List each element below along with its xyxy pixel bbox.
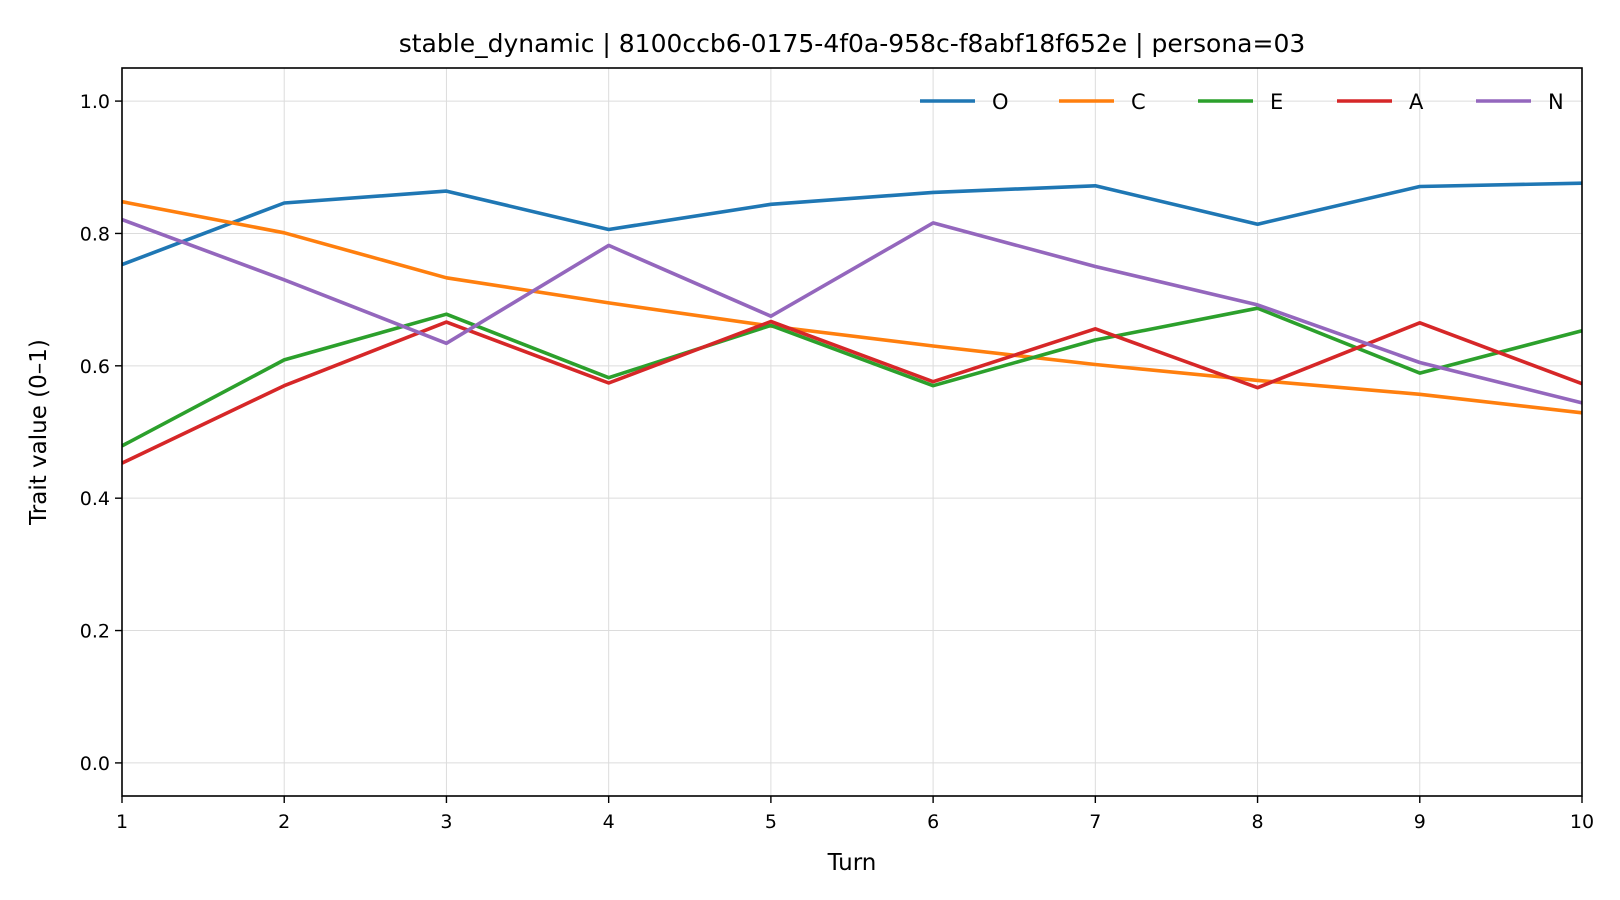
y-tick-label: 1.0 [80, 91, 110, 113]
legend-label-C: C [1131, 90, 1146, 114]
axis-ticks: 1 2 3 4 5 6 7 8 9 10 0.0 0.2 0.4 0.6 0.8 1.0 [80, 91, 1594, 833]
y-tick-label: 0.0 [80, 753, 110, 775]
grid [121, 68, 1583, 796]
legend-label-A: A [1409, 90, 1424, 114]
series-line-A [121, 319, 1583, 465]
plot-frame [121, 67, 1583, 797]
y-tick-label: 0.6 [80, 356, 110, 378]
y-tick-label: 0.2 [80, 621, 110, 643]
x-tick-label: 7 [1089, 811, 1101, 833]
y-tick-label: 0.4 [80, 488, 110, 510]
x-tick-label: 2 [278, 811, 290, 833]
series-line-E [121, 306, 1583, 448]
y-axis-label: Trait value (0–1) [26, 339, 52, 526]
series-lines [121, 181, 1583, 465]
x-tick-label: 8 [1252, 811, 1264, 833]
series-line-C [121, 199, 1583, 415]
series-line-O [121, 181, 1583, 267]
series-line-N [121, 217, 1583, 405]
x-tick-label: 1 [116, 811, 128, 833]
chart-title: stable_dynamic | 8100ccb6-0175-4f0a-958c… [399, 29, 1306, 58]
x-tick-label: 3 [440, 811, 452, 833]
legend-label-O: O [992, 90, 1009, 114]
x-axis-label: Turn [827, 850, 877, 876]
x-tick-label: 9 [1414, 811, 1426, 833]
x-tick-label: 6 [927, 811, 939, 833]
x-tick-label: 10 [1570, 811, 1594, 833]
x-tick-label: 4 [603, 811, 615, 833]
legend-label-E: E [1270, 90, 1283, 114]
x-tick-label: 5 [765, 811, 777, 833]
y-tick-label: 0.8 [80, 223, 110, 245]
legend-label-N: N [1548, 90, 1564, 114]
